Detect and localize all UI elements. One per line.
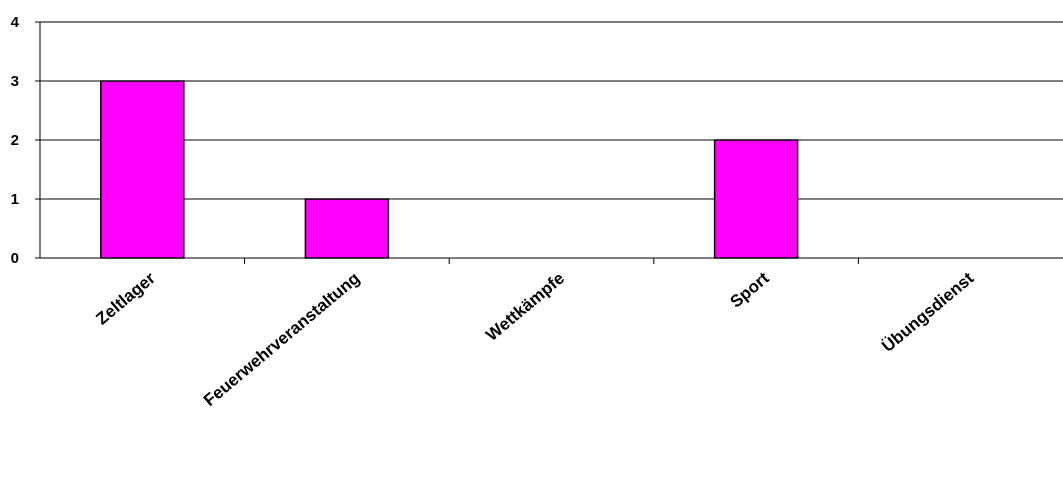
category-label: Zeltlager — [92, 268, 159, 328]
bar-feuerwehrveranstaltung — [304, 198, 390, 259]
gridlines — [40, 21, 1063, 200]
category-label: Sport — [726, 268, 772, 311]
bar-sport — [713, 139, 799, 259]
x-category-labels: Zeltlager Feuerwehrveranstaltung Wettkämpf… — [92, 268, 977, 410]
y-tick-labels: 0 1 2 3 4 — [11, 14, 20, 267]
y-tick-label: 1 — [11, 191, 19, 208]
y-tick-label: 2 — [11, 132, 19, 149]
axes — [35, 21, 1063, 264]
bars — [100, 80, 799, 259]
category-label: Übungsdienst — [878, 268, 977, 356]
bar-zeltlager — [100, 80, 185, 259]
category-label: Feuerwehrveranstaltung — [200, 269, 363, 410]
y-tick-label: 4 — [11, 14, 20, 31]
y-tick-label: 3 — [11, 73, 19, 90]
y-tick-label: 0 — [11, 250, 19, 267]
category-label: Wettkämpfe — [482, 269, 568, 345]
